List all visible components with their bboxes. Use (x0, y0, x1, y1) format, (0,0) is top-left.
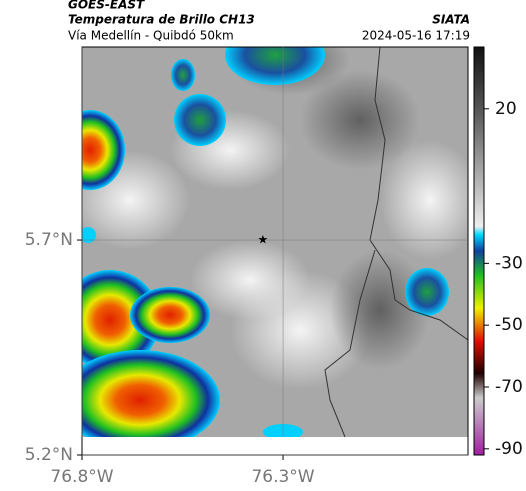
station-marker: ★ (258, 233, 269, 247)
y-tick-label: 5.2°N (25, 445, 73, 465)
colorbar-tick-label: -30 (495, 253, 523, 273)
colorbar-tick-label: -90 (495, 439, 523, 459)
colorbar-tick-label: -70 (495, 377, 523, 397)
colorbar-tick-label: -50 (495, 315, 523, 335)
colorbar-tick-label: 20 (495, 99, 517, 119)
x-tick-label: 76.3°W (251, 467, 314, 487)
border-line (324, 47, 468, 437)
route: Vía Medellín - Quibdó 50km (68, 29, 234, 43)
satellite-raster (82, 47, 468, 437)
subtitle: Temperatura de Brillo CH13 (68, 13, 255, 27)
datetime: 2024-05-16 17:19 (362, 29, 470, 43)
source: SIATA (432, 13, 470, 27)
y-tick-label: 5.7°N (25, 230, 73, 250)
x-tick-label: 76.8°W (50, 467, 113, 487)
title: GOES-EAST (68, 0, 145, 12)
colorbar (473, 46, 485, 456)
